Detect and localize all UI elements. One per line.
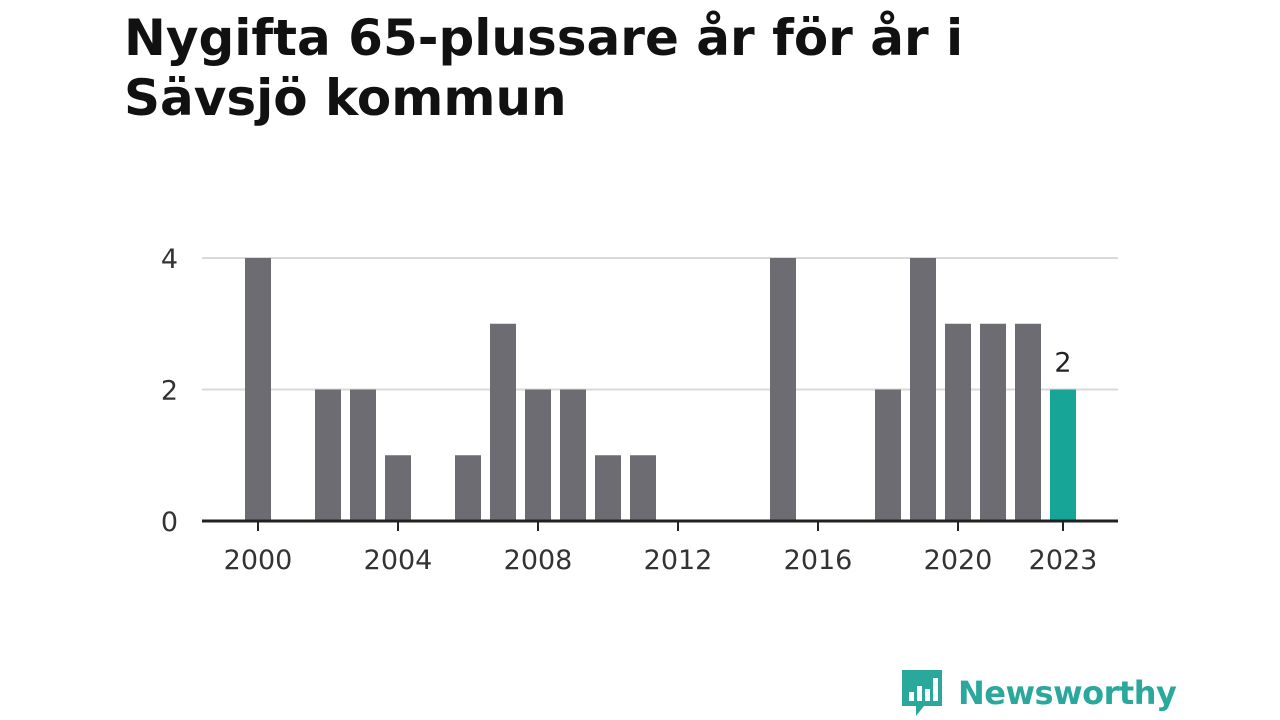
- x-tick-label: 2020: [924, 545, 993, 576]
- x-tick-label: 2000: [224, 545, 293, 576]
- bar-2015: [770, 258, 796, 521]
- brand-name: Newsworthy: [958, 674, 1177, 712]
- bar-2009: [560, 389, 586, 521]
- bar-2011: [630, 455, 656, 521]
- x-tick-label: 2023: [1029, 545, 1098, 576]
- bar-2007: [490, 323, 516, 521]
- bar-2018: [875, 389, 901, 521]
- bar-2003: [350, 389, 376, 521]
- y-tick-label: 0: [161, 507, 178, 538]
- x-tick-label: 2016: [784, 545, 853, 576]
- axes: [202, 519, 1118, 531]
- x-tick-label: 2004: [364, 545, 433, 576]
- bar-2020: [945, 323, 971, 521]
- newsworthy-logo: Newsworthy: [902, 670, 1177, 716]
- bar-2008: [525, 389, 551, 521]
- bar-2006: [455, 455, 481, 521]
- chart-title: Nygifta 65-plussare år för år i Sävsjö k…: [124, 9, 964, 127]
- x-tick-label: 2012: [644, 545, 713, 576]
- value-label-2023: 2: [1054, 348, 1071, 379]
- bar-2004: [385, 455, 411, 521]
- y-tick-label: 2: [161, 376, 178, 407]
- labels: 0 2 4 2 2000 2004 2008 2012 2016 2020 2023: [161, 244, 1098, 576]
- bar-2002: [315, 389, 341, 521]
- y-tick-label: 4: [161, 244, 178, 275]
- bar-2000: [245, 258, 271, 521]
- bar-2019: [910, 258, 936, 521]
- newsworthy-bar-chart-bubble-icon: [902, 670, 942, 716]
- bar-2021: [980, 323, 1006, 521]
- bar-2023: [1050, 389, 1076, 521]
- bars: [245, 258, 1076, 521]
- bar-2010: [595, 455, 621, 521]
- bar-2022: [1015, 323, 1041, 521]
- x-tick-label: 2008: [504, 545, 573, 576]
